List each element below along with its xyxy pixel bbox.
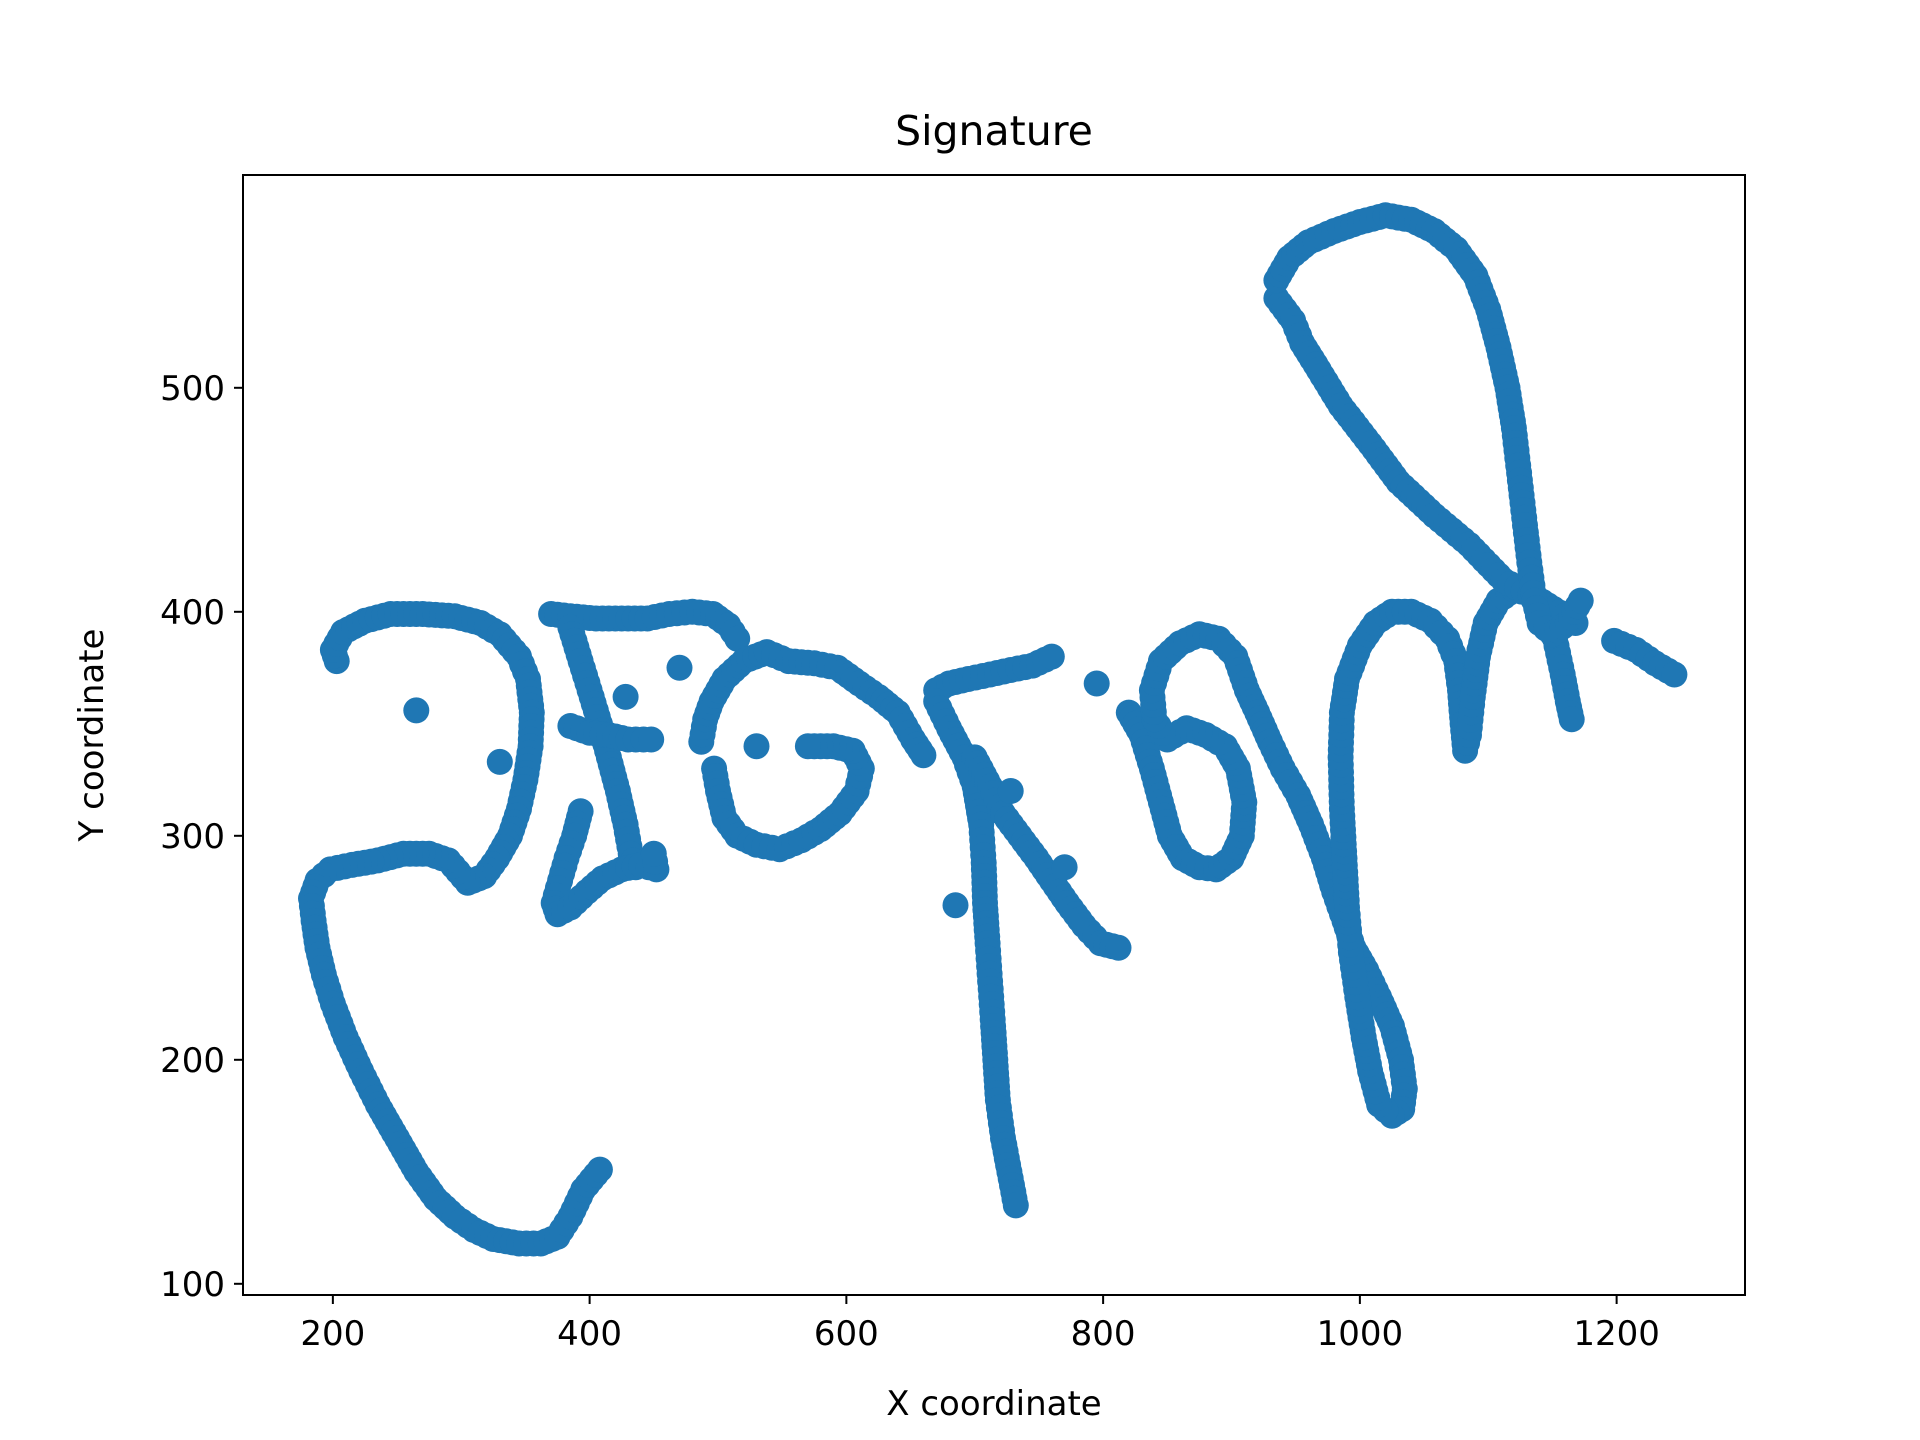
- scatter-point: [640, 840, 667, 867]
- scatter-point: [586, 1156, 613, 1183]
- chart-title: Signature: [895, 107, 1093, 155]
- x-axis-ticks: 200 400 600 800 1000 1200: [300, 1295, 1660, 1354]
- plot-frame: [242, 174, 1746, 1296]
- scatter-point: [997, 778, 1024, 804]
- y-tick-label: 300: [160, 817, 225, 857]
- scatter-points: [298, 202, 1688, 1257]
- scatter-point: [1038, 643, 1065, 670]
- y-tick-label: 200: [160, 1041, 225, 1081]
- scatter-point: [403, 697, 430, 724]
- scatter-point: [666, 654, 693, 681]
- x-axis-label: X coordinate: [886, 1384, 1101, 1424]
- x-tick-label: 600: [814, 1314, 879, 1354]
- x-tick-label: 200: [300, 1314, 365, 1354]
- scatter-point: [1083, 670, 1110, 697]
- scatter-point: [794, 733, 821, 760]
- scatter-point: [910, 742, 937, 769]
- scatter-point: [942, 892, 969, 919]
- y-axis-ticks: 100 200 300 400 500: [160, 369, 243, 1305]
- scatter-point: [1661, 661, 1688, 688]
- scatter-point: [743, 733, 770, 760]
- scatter-point: [1002, 1192, 1029, 1219]
- y-axis-label: Y coordinate: [72, 629, 112, 843]
- scatter-point: [612, 683, 639, 710]
- y-tick-label: 500: [160, 369, 225, 409]
- scatter-point: [1051, 854, 1078, 881]
- scatter-point: [486, 748, 513, 775]
- scatter-point: [724, 625, 751, 652]
- y-tick-label: 400: [160, 593, 225, 633]
- scatter-point: [1558, 706, 1585, 733]
- scatter-point: [638, 726, 665, 753]
- y-tick-label: 100: [160, 1265, 225, 1305]
- x-tick-label: 800: [1071, 1314, 1136, 1354]
- scatter-point: [1567, 587, 1594, 614]
- x-tick-label: 1000: [1317, 1314, 1404, 1354]
- x-tick-label: 1200: [1573, 1314, 1660, 1354]
- x-tick-label: 400: [557, 1314, 622, 1354]
- scatter-point: [1105, 934, 1132, 961]
